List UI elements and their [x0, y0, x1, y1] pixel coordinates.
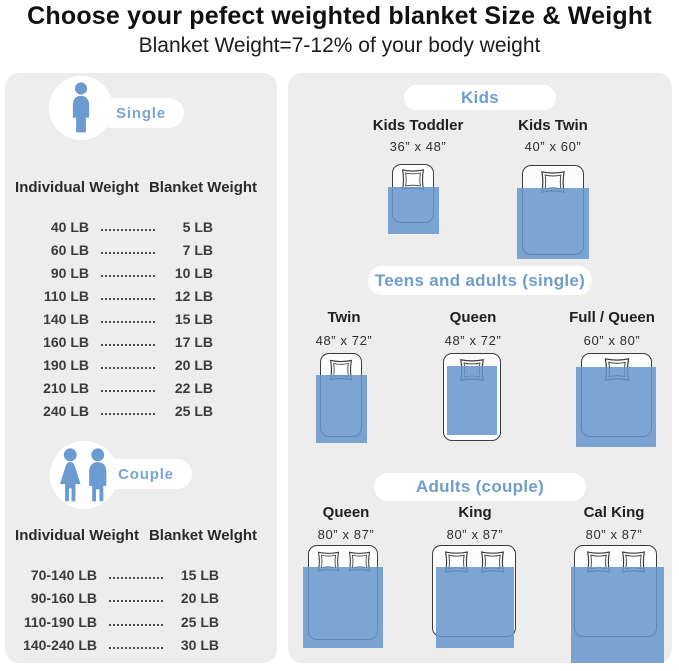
table-row: 160 LB 17 LB — [13, 333, 213, 350]
dotted-leader — [101, 343, 155, 346]
bed-size-dimensions: 80” x 87” — [446, 527, 504, 542]
dotted-leader — [101, 412, 155, 415]
weight-table-panel: Single Individual Weight Blanket Weight … — [5, 73, 277, 663]
individual-weight-value: 160 LB — [43, 334, 89, 350]
weighted-blanket-overlay — [303, 567, 383, 648]
single-blanket-weight-header: Blanket Weight — [148, 179, 258, 196]
bed-size-name: King — [458, 504, 492, 521]
weighted-blanket-overlay — [436, 567, 514, 648]
pillow-icon — [329, 359, 353, 381]
blanket-weight-value: 20 LB — [174, 357, 213, 373]
dotted-leader — [101, 320, 155, 323]
dotted-leader — [101, 251, 155, 254]
table-row: 40 LB 5 LB — [13, 218, 213, 235]
single-person-icon — [72, 82, 90, 133]
weighted-blanket-overlay — [576, 367, 656, 447]
blanket-weight-value: 22 LB — [174, 380, 213, 396]
blanket-weight-value: 10 LB — [174, 265, 213, 281]
bed-size-name: Full / Queen — [569, 309, 655, 326]
section-adults-couple-header: Adults (couple) — [374, 473, 586, 501]
table-row: 90 LB 10 LB — [13, 264, 213, 281]
weighted-blanket-overlay — [571, 567, 664, 663]
dotted-leader — [109, 576, 163, 579]
single-badge-circle — [49, 76, 113, 140]
bed-size-dimensions: 60” x 80” — [583, 333, 641, 348]
bed-size-name: Kids Twin — [518, 117, 588, 134]
couple-individual-weight-header: Individual Weight — [15, 527, 139, 544]
section-kids-header: Kids — [404, 85, 556, 110]
dotted-leader — [101, 389, 155, 392]
page-title: Choose your pefect weighted blanket Size… — [27, 2, 652, 30]
table-row: 140 LB 15 LB — [13, 310, 213, 327]
blanket-weight-value: 15 LB — [180, 567, 219, 583]
blanket-weight-value: 25 LB — [180, 614, 219, 630]
blanket-weight-value: 17 LB — [174, 334, 213, 350]
individual-weight-value: 140-240 LB — [23, 637, 97, 653]
bed-size-name: Twin — [327, 309, 361, 326]
individual-weight-value: 190 LB — [43, 357, 89, 373]
bed-size-name: Queen — [322, 504, 370, 521]
bed-size-dimensions: 48” x 72” — [444, 333, 502, 348]
bed-size-dimensions: 40” x 60” — [524, 139, 582, 154]
page-subtitle: Blanket Weight=7-12% of your body weight — [138, 34, 541, 57]
table-row: 240 LB 25 LB — [13, 402, 213, 419]
table-row: 110 LB 12 LB — [13, 287, 213, 304]
individual-weight-value: 140 LB — [43, 311, 89, 327]
blanket-weight-value: 25 LB — [174, 403, 213, 419]
dotted-leader — [109, 599, 163, 602]
individual-weight-value: 210 LB — [43, 380, 89, 396]
individual-weight-value: 240 LB — [43, 403, 89, 419]
bed-size-name: Queen — [449, 309, 497, 326]
table-row: 90-160 LB 20 LB — [13, 589, 219, 606]
blanket-weight-value: 7 LB — [182, 242, 213, 258]
blanket-weight-value: 12 LB — [174, 288, 213, 304]
section-teens-adults-header: Teens and adults (single) — [368, 266, 592, 295]
bed-size-dimensions: 80” x 87” — [317, 527, 375, 542]
dotted-leader — [101, 274, 155, 277]
individual-weight-value: 40 LB — [50, 219, 89, 235]
dotted-leader — [101, 297, 155, 300]
bed-size-name: Cal King — [583, 504, 645, 521]
individual-weight-value: 110 LB — [43, 288, 89, 304]
weighted-blanket-overlay — [388, 187, 439, 234]
individual-weight-value: 70-140 LB — [30, 567, 97, 583]
table-row: 210 LB 22 LB — [13, 379, 213, 396]
table-row: 140-240 LB 30 LB — [13, 636, 219, 653]
couple-badge-label: Couple — [118, 465, 174, 483]
blanket-weight-value: 30 LB — [180, 637, 219, 653]
individual-weight-value: 90 LB — [50, 265, 89, 281]
bed-size-dimensions: 48” x 72” — [315, 333, 373, 348]
dotted-leader — [109, 646, 163, 649]
blanket-weight-value: 15 LB — [174, 311, 213, 327]
blanket-weight-value: 20 LB — [180, 590, 219, 606]
couple-icon — [59, 447, 107, 501]
blanket-weight-value: 5 LB — [182, 219, 213, 235]
weighted-blanket-overlay — [517, 188, 589, 259]
bed-size-name: Kids Toddler — [372, 117, 464, 134]
table-row: 70-140 LB 15 LB — [13, 566, 219, 583]
single-badge-label: Single — [116, 104, 166, 122]
individual-weight-value: 90-160 LB — [30, 590, 97, 606]
table-row: 110-190 LB 25 LB — [13, 613, 219, 630]
table-row: 60 LB 7 LB — [13, 241, 213, 258]
couple-blanket-weight-header: Blanket Welght — [148, 527, 258, 544]
weighted-blanket-overlay — [316, 375, 367, 443]
dotted-leader — [101, 228, 155, 231]
bed-size-dimensions: 36” x 48” — [389, 139, 447, 154]
dotted-leader — [109, 623, 163, 626]
bed-size-dimensions: 80” x 87” — [585, 527, 643, 542]
individual-weight-value: 60 LB — [50, 242, 89, 258]
couple-badge-circle — [50, 441, 118, 509]
single-individual-weight-header: Individual Weight — [15, 179, 139, 196]
table-row: 190 LB 20 LB — [13, 356, 213, 373]
weighted-blanket-overlay — [447, 366, 497, 435]
individual-weight-value: 110-190 LB — [23, 614, 97, 630]
bed-sizes-panel: Kids Kids Toddler 36” x 48” Kids Twin 40… — [288, 73, 672, 663]
dotted-leader — [101, 366, 155, 369]
